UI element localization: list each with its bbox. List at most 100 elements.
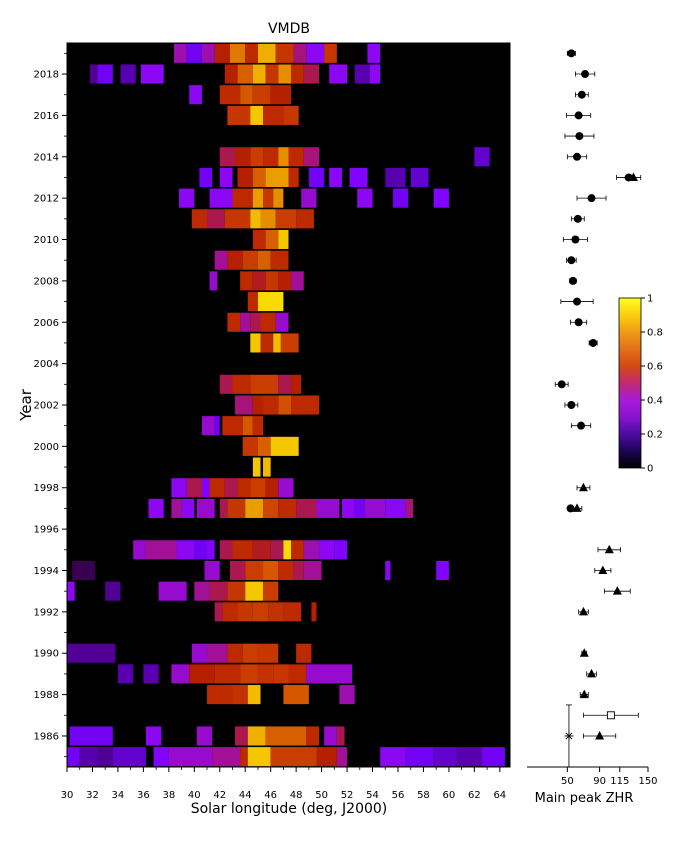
heatmap-cell — [232, 685, 248, 705]
heatmap-cell — [301, 188, 317, 208]
heatmap-cell — [219, 85, 241, 105]
heatmap-cell — [270, 250, 289, 270]
heatmap-cell — [275, 43, 294, 63]
heatmap-cell — [303, 540, 320, 560]
heatmap-cell — [291, 64, 304, 84]
y-tick-label: 2012 — [34, 194, 59, 205]
heatmap-y-ticks: 1986 1988 1990 1992 1994 1996 1998 2000 2002 2004… — [34, 52, 67, 758]
heatmap-cell — [252, 271, 266, 291]
heatmap-cell — [209, 271, 218, 291]
y-tick-label: 1986 — [34, 731, 59, 742]
heatmap-cell — [270, 436, 299, 456]
heatmap-cell — [247, 726, 266, 746]
heatmap-cell — [316, 498, 340, 518]
heatmap-y-label: Year — [17, 388, 35, 422]
heatmap-cell — [219, 167, 233, 187]
heatmap-cell — [456, 747, 482, 767]
heatmap-cell — [250, 374, 279, 394]
y-tick-label: 2016 — [34, 111, 59, 122]
heatmap-cell — [291, 395, 320, 415]
heatmap-cell — [222, 416, 243, 436]
heatmap-cell — [306, 726, 320, 746]
heatmap-cell — [329, 167, 342, 187]
colorbar-tick-label: 1 — [647, 294, 653, 305]
colorbar-ticks: 0 0.2 0.4 0.6 0.8 1 — [641, 294, 663, 475]
heatmap-cell — [296, 498, 317, 518]
zhr-point-circle — [566, 111, 592, 120]
heatmap-cell — [291, 271, 304, 291]
heatmap-cell — [265, 726, 307, 746]
heatmap-cell — [275, 209, 297, 229]
heatmap-cell — [240, 85, 253, 105]
y-tick-label: 1998 — [34, 483, 59, 494]
zhr-tick-label: 150 — [638, 776, 657, 787]
heatmap-cell — [219, 147, 236, 167]
heatmap-cell — [283, 602, 302, 622]
heatmap-cell — [237, 602, 253, 622]
x-tick-label: 34 — [112, 790, 125, 801]
heatmap-cell — [67, 581, 75, 601]
y-tick-label: 1992 — [34, 607, 59, 618]
heatmap-cell — [380, 747, 406, 767]
zhr-point-circle — [588, 338, 598, 347]
x-tick-label: 50 — [315, 790, 328, 801]
heatmap-cell — [270, 85, 292, 105]
heatmap-cell — [201, 478, 210, 498]
x-tick-label: 54 — [366, 790, 379, 801]
y-tick-label: 2006 — [34, 318, 59, 329]
heatmap-cell — [385, 560, 391, 581]
heatmap-cell — [227, 498, 246, 518]
heatmap-cell — [252, 540, 271, 560]
heatmap-cell — [207, 209, 225, 229]
heatmap-cell — [410, 167, 429, 187]
heatmap-cell — [240, 271, 253, 291]
zhr-tick-label: 115 — [610, 776, 629, 787]
x-tick-label: 62 — [468, 790, 481, 801]
heatmap-cell — [474, 147, 490, 167]
heatmap-cell — [263, 498, 279, 518]
zhr-point-circle — [576, 194, 607, 203]
x-tick-label: 42 — [213, 790, 226, 801]
heatmap-cell — [191, 643, 208, 663]
x-tick-label: 58 — [417, 790, 430, 801]
x-tick-label: 48 — [290, 790, 303, 801]
y-tick-label: 1988 — [34, 690, 59, 701]
heatmap-cell — [247, 747, 271, 767]
zhr-point-triangle — [571, 503, 583, 512]
heatmap-cell — [405, 747, 434, 767]
heatmap-cell — [291, 540, 304, 560]
heatmap-x-ticks: 30 32 34 36 38 40 42 44 46 48 50 52 54 56 58 60 62 64 — [61, 767, 506, 801]
heatmap-cell — [237, 64, 253, 84]
heatmap-cell — [278, 271, 292, 291]
x-tick-label: 40 — [188, 790, 201, 801]
zhr-point-circle — [570, 214, 585, 223]
heatmap-cell — [265, 478, 279, 498]
x-tick-label: 36 — [137, 790, 150, 801]
zhr-point-circle — [568, 276, 577, 285]
zhr-point-square — [583, 711, 639, 720]
zhr-point-circle — [564, 401, 579, 409]
y-tick-label: 2000 — [34, 442, 59, 453]
x-tick-label: 56 — [392, 790, 405, 801]
y-tick-label: 1990 — [34, 649, 59, 660]
heatmap-cell — [250, 478, 266, 498]
heatmap-cell — [140, 64, 164, 84]
heatmap-cell — [283, 540, 292, 560]
heatmap-cell — [67, 747, 80, 767]
y-tick-label: 1994 — [34, 566, 59, 577]
zhr-point-triangle — [604, 586, 631, 595]
x-tick-label: 30 — [61, 790, 74, 801]
heatmap-cell — [209, 581, 228, 601]
heatmap-cell — [296, 209, 314, 229]
heatmap-cell — [176, 540, 195, 560]
heatmap-cell — [263, 581, 279, 601]
heatmap-cell — [306, 43, 325, 63]
heatmap-cell — [303, 560, 322, 581]
heatmap-cell — [204, 560, 220, 581]
colorbar-tick-label: 0.4 — [647, 396, 663, 407]
zhr-point-circle — [566, 49, 576, 58]
y-tick-label: 2014 — [34, 152, 59, 163]
heatmap-cell — [199, 167, 213, 187]
heatmap-cell — [385, 498, 406, 518]
heatmap-cell — [319, 540, 335, 560]
